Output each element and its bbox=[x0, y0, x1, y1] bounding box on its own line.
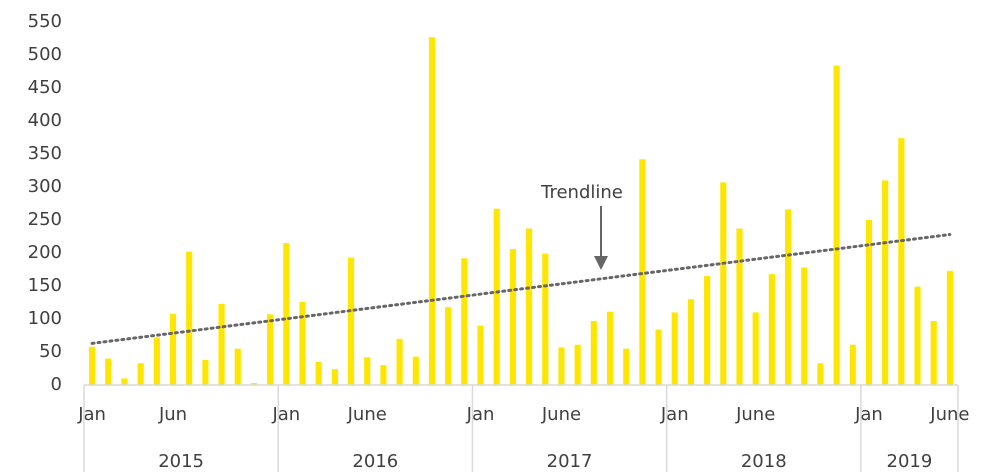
bar bbox=[364, 357, 371, 385]
bar bbox=[121, 378, 128, 385]
bar bbox=[801, 267, 808, 385]
x-tick-label: June bbox=[735, 404, 775, 425]
y-tick-label: 500 bbox=[28, 44, 62, 65]
bar bbox=[833, 65, 840, 385]
bar bbox=[882, 180, 889, 385]
bar bbox=[704, 276, 711, 385]
bar bbox=[105, 358, 112, 385]
year-label: 2017 bbox=[547, 451, 593, 472]
bar bbox=[283, 243, 290, 385]
bar bbox=[574, 344, 581, 385]
y-tick-label: 400 bbox=[28, 110, 62, 131]
bar bbox=[898, 138, 905, 385]
y-tick-label: 550 bbox=[28, 11, 62, 32]
bar bbox=[768, 274, 775, 385]
bar bbox=[477, 325, 484, 385]
bar bbox=[606, 311, 614, 385]
bar bbox=[736, 228, 743, 385]
x-tick-label: Jun bbox=[158, 404, 187, 425]
y-tick-label: 250 bbox=[28, 209, 62, 230]
bar bbox=[784, 209, 792, 385]
bar bbox=[218, 303, 225, 385]
bar bbox=[267, 314, 274, 385]
bar bbox=[542, 253, 549, 385]
annotation: Trendline bbox=[540, 182, 623, 203]
bar bbox=[250, 383, 258, 385]
bar bbox=[865, 220, 873, 385]
bar bbox=[946, 270, 953, 385]
y-tick-label: 200 bbox=[28, 242, 62, 263]
bar bbox=[331, 369, 338, 385]
x-tick-label: June bbox=[541, 404, 581, 425]
bar bbox=[752, 312, 759, 385]
bar bbox=[558, 347, 565, 385]
bar bbox=[186, 251, 193, 385]
bar bbox=[671, 312, 678, 385]
annotation-arrowhead bbox=[594, 256, 608, 270]
bar bbox=[169, 313, 177, 385]
x-tick-label: Jan bbox=[660, 404, 689, 425]
bar bbox=[509, 249, 516, 385]
bar bbox=[380, 365, 387, 385]
year-label: 2016 bbox=[352, 451, 398, 472]
bar bbox=[412, 356, 419, 385]
bar bbox=[817, 363, 824, 385]
bar bbox=[590, 320, 597, 385]
y-tick-label: 100 bbox=[28, 308, 62, 329]
bar bbox=[687, 299, 695, 385]
x-tick-label: June bbox=[929, 404, 969, 425]
bar bbox=[89, 346, 96, 385]
y-tick-label: 150 bbox=[28, 275, 62, 296]
bar bbox=[396, 338, 403, 385]
bar bbox=[153, 337, 160, 385]
bar bbox=[914, 286, 921, 385]
bar bbox=[347, 257, 355, 385]
bar bbox=[445, 307, 452, 385]
bar bbox=[849, 344, 856, 385]
x-tick-label: Jan bbox=[271, 404, 300, 425]
bar bbox=[137, 363, 144, 385]
y-tick-label: 300 bbox=[28, 176, 62, 197]
year-label: 2015 bbox=[158, 451, 204, 472]
bar bbox=[526, 228, 533, 385]
y-tick-label: 350 bbox=[28, 143, 62, 164]
bar bbox=[639, 159, 646, 385]
bar bbox=[234, 348, 241, 385]
year-label: 2018 bbox=[741, 451, 787, 472]
x-tick-label: Jan bbox=[466, 404, 495, 425]
y-tick-label: 450 bbox=[28, 77, 62, 98]
x-tick-label: Jan bbox=[77, 404, 106, 425]
bar bbox=[315, 361, 322, 385]
bar bbox=[623, 348, 630, 385]
bar bbox=[655, 329, 662, 385]
x-tick-label: June bbox=[347, 404, 387, 425]
year-label: 2019 bbox=[887, 451, 933, 472]
bar bbox=[493, 208, 500, 385]
bar bbox=[930, 320, 937, 385]
y-tick-label: 50 bbox=[39, 341, 62, 362]
x-tick-label: Jan bbox=[854, 404, 883, 425]
bar bbox=[720, 182, 727, 385]
bar bbox=[299, 301, 306, 385]
y-tick-label: 0 bbox=[51, 374, 62, 395]
bar bbox=[428, 37, 436, 386]
bar bbox=[461, 258, 468, 385]
bar bbox=[202, 359, 209, 385]
trendline bbox=[90, 233, 952, 345]
